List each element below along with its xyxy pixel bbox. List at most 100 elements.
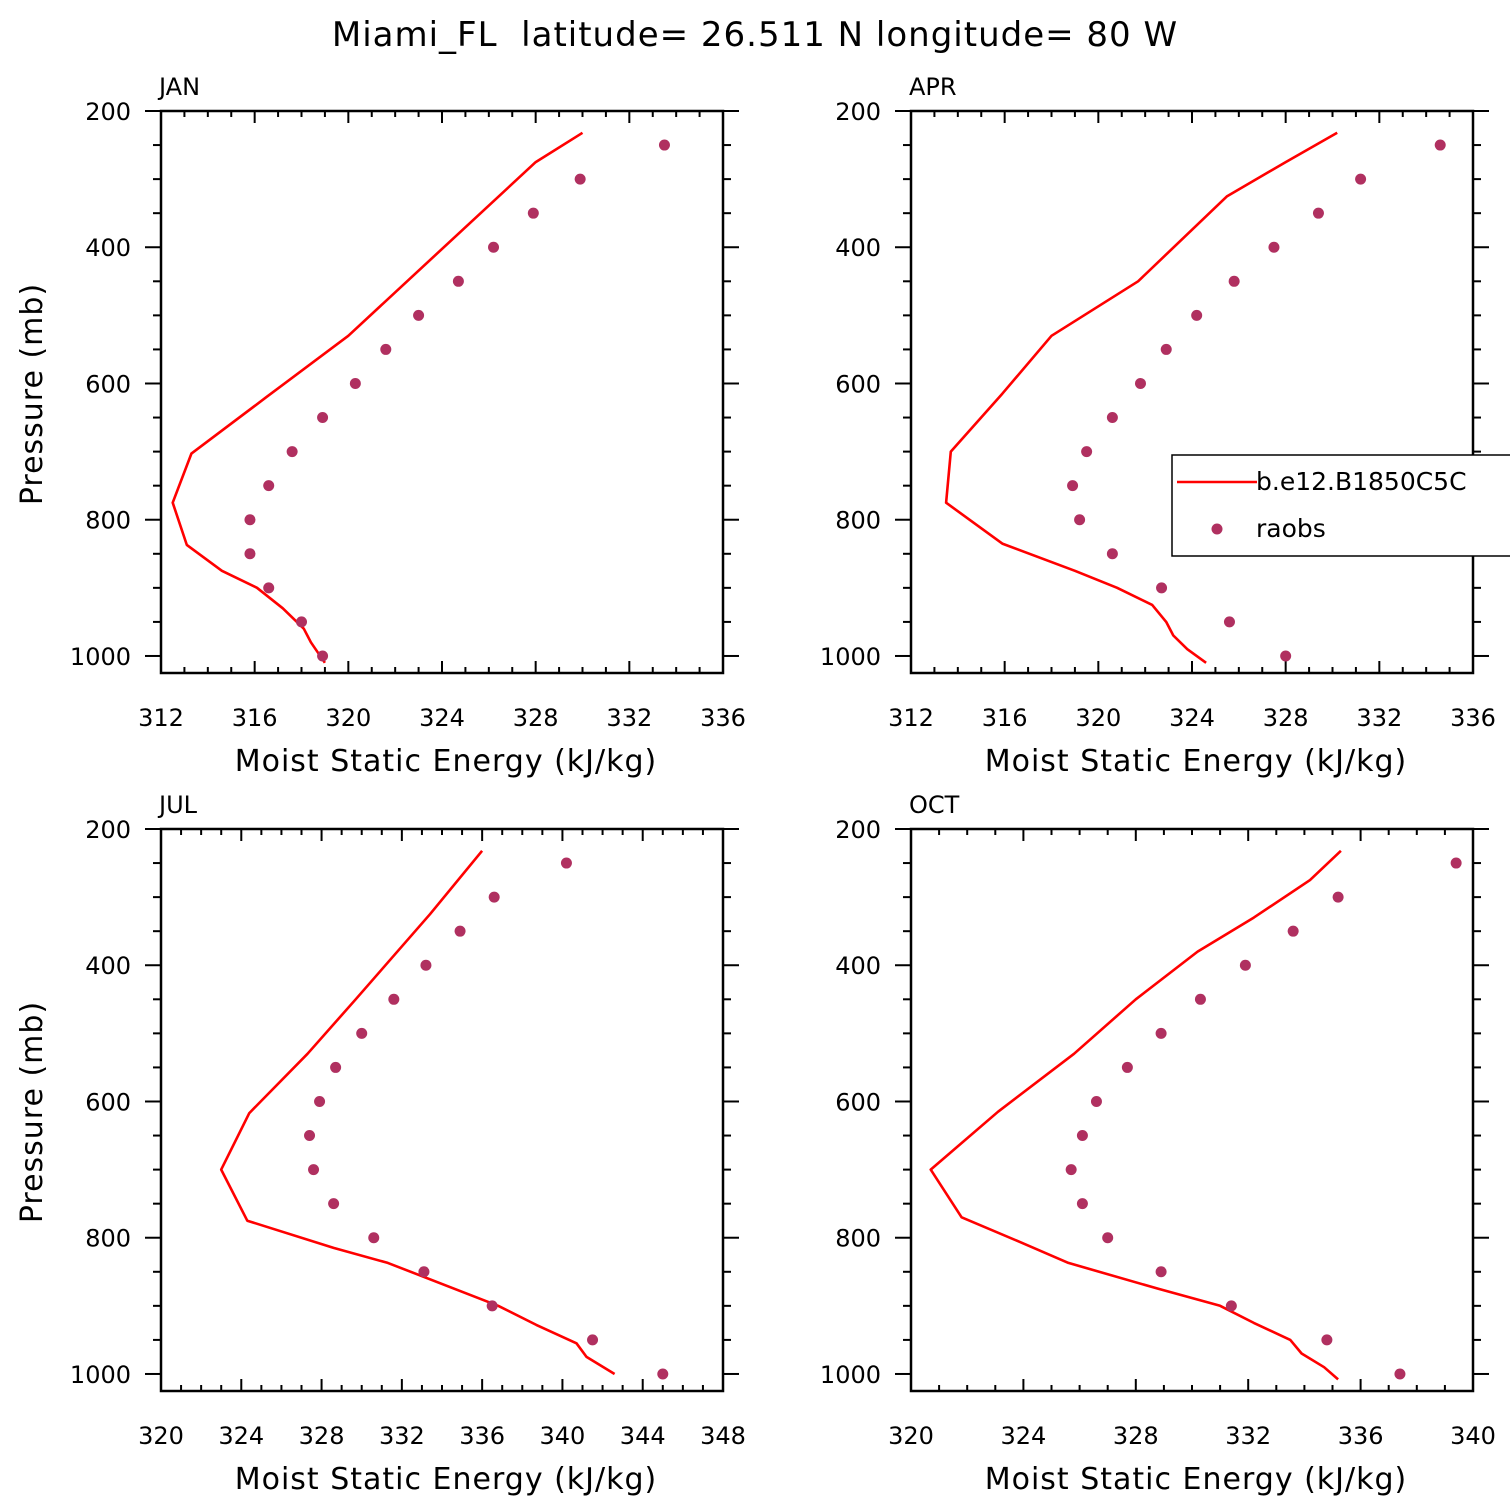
x-axis-label: Moist Static Energy (kJ/kg) [235, 1462, 658, 1497]
raobs-point [286, 446, 298, 458]
panel-title: JAN [157, 73, 200, 101]
raobs-point [1102, 1232, 1114, 1244]
raobs-point [1156, 582, 1168, 594]
raobs-point [1160, 343, 1172, 355]
y-axis-label: Pressure (mb) [15, 1001, 50, 1223]
raobs-point [263, 582, 275, 594]
y-tick-label: 400 [835, 234, 881, 262]
raobs-point [1434, 139, 1446, 151]
x-tick-label: 328 [1263, 704, 1309, 732]
model-line [219, 849, 616, 1376]
raobs-point [317, 650, 329, 662]
raobs-point [1450, 857, 1462, 869]
raobs-point [304, 1130, 316, 1142]
legend-obs-label: raobs [1256, 514, 1326, 543]
x-tick-label: 336 [700, 704, 746, 732]
raobs-point [1067, 480, 1079, 492]
x-tick-label: 328 [513, 704, 559, 732]
raobs-point [368, 1232, 380, 1244]
x-tick-label: 340 [1450, 1422, 1496, 1450]
y-tick-label: 800 [85, 1225, 131, 1253]
y-tick-label: 600 [835, 1088, 881, 1116]
raobs-point [1090, 1095, 1102, 1107]
y-tick-label: 600 [85, 370, 131, 398]
raobs-point [1081, 446, 1093, 458]
x-tick-label: 336 [1450, 704, 1496, 732]
y-tick-label: 200 [835, 98, 881, 126]
panel-title: JUL [157, 791, 198, 819]
raobs-point [1194, 993, 1206, 1005]
y-tick-label: 800 [835, 507, 881, 535]
x-axis-label: Moist Static Energy (kJ/kg) [235, 744, 658, 779]
raobs-point [1155, 1266, 1167, 1278]
x-tick-label: 340 [540, 1422, 586, 1450]
y-tick-label: 400 [835, 952, 881, 980]
x-tick-label: 316 [982, 704, 1028, 732]
raobs-point [420, 959, 432, 971]
raobs-point [658, 139, 670, 151]
figure-title: Miami_FL latitude= 26.511 N longitude= 8… [332, 15, 1178, 55]
y-tick-label: 600 [835, 370, 881, 398]
plot-frame [159, 827, 725, 1393]
x-tick-label: 332 [606, 704, 652, 732]
raobs-point [560, 857, 572, 869]
x-tick-label: 348 [700, 1422, 746, 1450]
x-tick-label: 344 [620, 1422, 666, 1450]
raobs-point [317, 412, 329, 424]
raobs-point [314, 1095, 326, 1107]
y-tick-label: 400 [85, 952, 131, 980]
panels: 312 316 320 324 328 332 336 200 400 600 800 1000 JAN… [15, 73, 1496, 1497]
raobs-point [328, 1198, 340, 1210]
raobs-point [1321, 1334, 1333, 1346]
x-tick-label: 316 [232, 704, 278, 732]
raobs-point [1332, 891, 1344, 903]
x-tick-label: 320 [1075, 704, 1121, 732]
raobs-point [1076, 1130, 1088, 1142]
x-tick-label: 324 [218, 1422, 264, 1450]
panel-title: OCT [909, 791, 960, 819]
x-axis-label: Moist Static Energy (kJ/kg) [985, 744, 1408, 779]
y-tick-label: 1000 [820, 1361, 881, 1389]
panel-jul: 320 324 328 332 336 340 344 348 200 400 600 800 1000… [15, 791, 746, 1497]
x-tick-label: 328 [299, 1422, 345, 1450]
raobs-point [1106, 548, 1118, 560]
raobs-point [380, 343, 392, 355]
raobs-point [1106, 412, 1118, 424]
y-axis-label: Pressure (mb) [15, 283, 50, 505]
raobs-point [452, 275, 464, 287]
x-tick-label: 312 [138, 704, 184, 732]
raobs-point [1121, 1061, 1133, 1073]
x-tick-label: 324 [419, 704, 465, 732]
raobs-point [1074, 514, 1086, 526]
raobs-point [1355, 173, 1367, 185]
raobs-point [486, 1300, 498, 1312]
x-tick-label: 332 [379, 1422, 425, 1450]
x-tick-label: 336 [1338, 1422, 1384, 1450]
y-tick-label: 200 [835, 816, 881, 844]
raobs-point [388, 993, 400, 1005]
raobs-point [1394, 1368, 1406, 1380]
x-tick-label: 328 [1113, 1422, 1159, 1450]
x-axis-label: Moist Static Energy (kJ/kg) [985, 1462, 1408, 1497]
raobs-point [356, 1027, 368, 1039]
panel-title: APR [909, 73, 957, 101]
raobs-point [418, 1266, 430, 1278]
y-tick-label: 1000 [70, 643, 131, 671]
x-tick-label: 332 [1356, 704, 1402, 732]
y-tick-label: 200 [85, 816, 131, 844]
raobs-point [1287, 925, 1299, 937]
x-tick-label: 324 [1000, 1422, 1046, 1450]
raobs-point [1268, 241, 1280, 253]
raobs-point [1312, 207, 1324, 219]
y-tick-label: 1000 [820, 643, 881, 671]
raobs-point [1280, 650, 1292, 662]
raobs-point [488, 241, 500, 253]
raobs-point [454, 925, 466, 937]
raobs-point [330, 1061, 342, 1073]
raobs-point [263, 480, 275, 492]
raobs-point [587, 1334, 599, 1346]
raobs-point [244, 548, 256, 560]
x-tick-label: 320 [888, 1422, 934, 1450]
panel-apr: 312 316 320 324 328 332 336 200 400 600 800 1000 APR… [820, 73, 1496, 779]
